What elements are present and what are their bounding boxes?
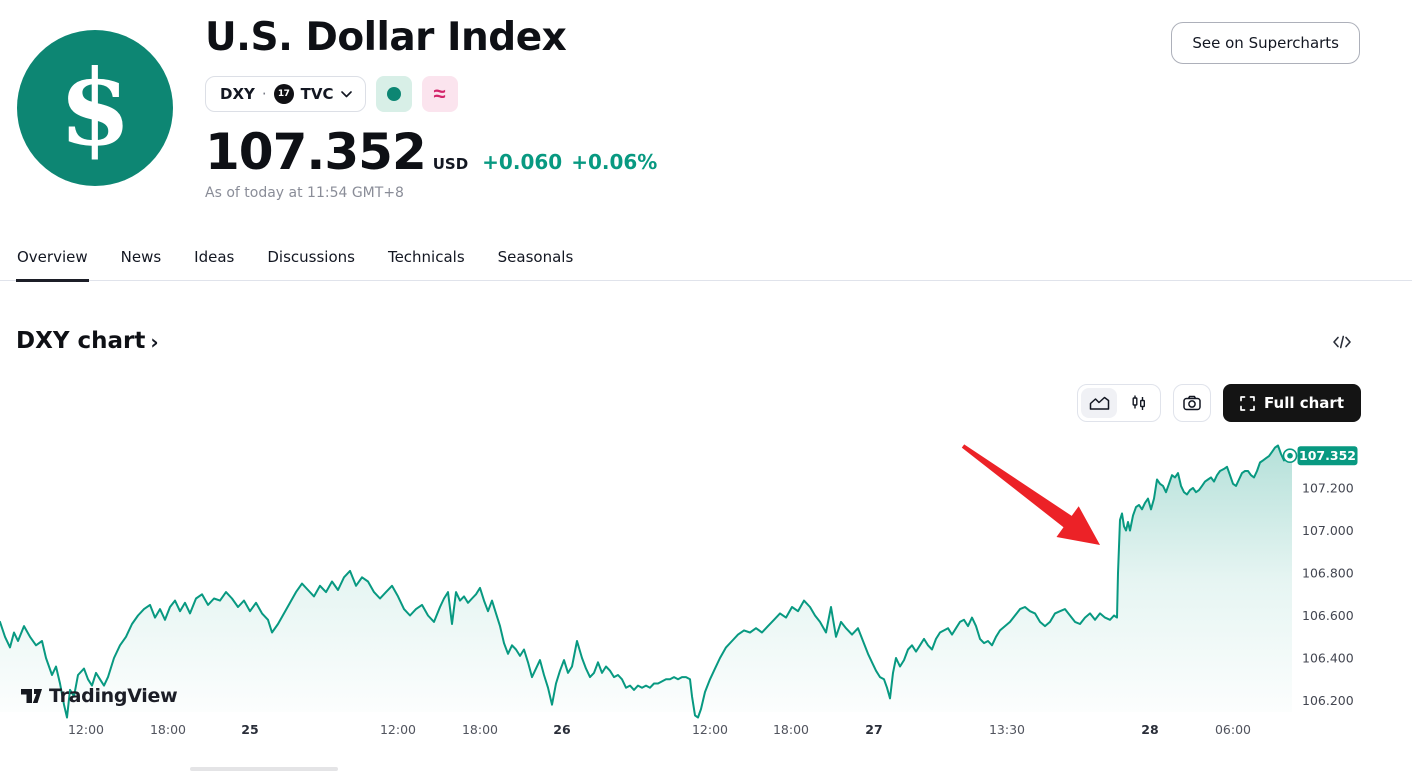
chart-section-heading-link[interactable]: DXY chart › bbox=[16, 327, 159, 355]
price-row: 107.352 USD +0.060 +0.06% bbox=[205, 126, 657, 178]
see-on-supercharts-button[interactable]: See on Supercharts bbox=[1171, 22, 1360, 64]
range-selector-peek bbox=[190, 767, 338, 771]
chart-type-segmented-control bbox=[1077, 384, 1162, 422]
fullscreen-icon bbox=[1240, 395, 1255, 411]
candles-chart-type-button[interactable] bbox=[1121, 388, 1157, 418]
code-icon bbox=[1333, 335, 1351, 348]
x-axis-label: 27 bbox=[865, 722, 882, 737]
x-axis-label: 28 bbox=[1141, 722, 1158, 737]
page-title: U.S. Dollar Index bbox=[205, 15, 567, 60]
x-axis-label: 18:00 bbox=[462, 722, 498, 737]
x-axis-label: 12:00 bbox=[692, 722, 728, 737]
x-axis-label: 18:00 bbox=[773, 722, 809, 737]
chevron-right-icon: › bbox=[150, 330, 159, 354]
y-axis-label: 106.800 bbox=[1302, 566, 1354, 581]
tab-ideas[interactable]: Ideas bbox=[193, 241, 235, 282]
price-change-percent: +0.06% bbox=[571, 150, 658, 174]
chevron-down-icon bbox=[340, 90, 352, 97]
approx-icon: ≈ bbox=[433, 81, 446, 106]
snapshot-button[interactable] bbox=[1173, 384, 1212, 422]
camera-icon bbox=[1183, 395, 1201, 411]
x-axis-label: 06:00 bbox=[1215, 722, 1251, 737]
market-open-dot-icon bbox=[386, 87, 401, 101]
tab-discussions[interactable]: Discussions bbox=[266, 241, 356, 282]
y-axis-label: 107.200 bbox=[1302, 481, 1354, 496]
dollar-icon: $ bbox=[58, 46, 132, 169]
tab-technicals[interactable]: Technicals bbox=[387, 241, 466, 282]
last-price-marker-dot bbox=[1287, 452, 1293, 459]
exchange-code: TVC bbox=[300, 85, 334, 103]
watermark-text: TradingView bbox=[49, 684, 178, 707]
annotation-arrow bbox=[961, 444, 1100, 545]
y-axis-label: 107.000 bbox=[1302, 523, 1354, 538]
area-chart-icon bbox=[1089, 396, 1109, 410]
market-open-badge[interactable] bbox=[375, 76, 412, 112]
instrument-logo: $ bbox=[17, 30, 173, 186]
delayed-data-badge[interactable]: ≈ bbox=[421, 76, 458, 112]
y-axis-label: 106.400 bbox=[1302, 651, 1354, 666]
x-axis-label: 26 bbox=[553, 722, 571, 737]
tradingview-logo-icon: 17 bbox=[273, 84, 294, 104]
full-chart-button[interactable]: Full chart bbox=[1223, 384, 1361, 422]
last-price-tag bbox=[1297, 446, 1358, 466]
as-of-timestamp: As of today at 11:54 GMT+8 bbox=[205, 185, 404, 201]
candlestick-icon bbox=[1132, 395, 1146, 410]
price-change: +0.060 bbox=[482, 150, 563, 174]
symbol-code: DXY bbox=[220, 85, 255, 103]
price-line bbox=[0, 444, 1293, 719]
embed-code-button[interactable] bbox=[1329, 331, 1355, 355]
symbol-switcher-button[interactable]: DXY · 17 TVC bbox=[205, 76, 366, 112]
separator-dot: · bbox=[261, 85, 267, 103]
tab-overview[interactable]: Overview bbox=[16, 241, 89, 282]
section-tabbar: Overview News Ideas Discussions Technica… bbox=[0, 241, 1412, 282]
full-chart-label: Full chart bbox=[1264, 394, 1344, 412]
symbol-row: DXY · 17 TVC ≈ bbox=[205, 76, 657, 112]
y-axis-label: 106.200 bbox=[1302, 693, 1354, 708]
dxy-price-chart[interactable]: 107.200 107.000 106.800 106.600 106.400 106.2… bbox=[0, 440, 1412, 750]
chart-section-title: DXY chart bbox=[16, 327, 146, 354]
price-area-fill bbox=[0, 445, 1292, 718]
x-axis-label: 18:00 bbox=[150, 722, 186, 737]
chart-controls: Full chart bbox=[1077, 384, 1361, 422]
tradingview-watermark-link[interactable]: TradingView bbox=[20, 684, 178, 707]
header: U.S. Dollar Index DXY · 17 TVC ≈ 107.352… bbox=[205, 16, 657, 201]
tab-seasonals[interactable]: Seasonals bbox=[497, 241, 575, 282]
tab-news[interactable]: News bbox=[120, 241, 163, 282]
price-currency: USD bbox=[432, 155, 469, 173]
last-price-tag-label: 107.352 bbox=[1299, 448, 1356, 463]
area-chart-type-button[interactable] bbox=[1081, 388, 1118, 418]
x-axis-label: 12:00 bbox=[68, 722, 104, 737]
tradingview-logo-icon bbox=[21, 689, 42, 703]
x-axis-label: 12:00 bbox=[380, 722, 416, 737]
x-axis-label: 25 bbox=[241, 722, 258, 737]
x-axis-label: 13:30 bbox=[989, 722, 1025, 737]
last-price: 107.352 bbox=[205, 123, 427, 181]
y-axis-label: 106.600 bbox=[1302, 608, 1354, 623]
